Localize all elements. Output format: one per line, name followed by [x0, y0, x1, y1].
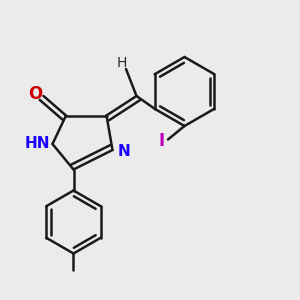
Text: O: O [28, 85, 42, 103]
Text: I: I [159, 132, 165, 150]
Text: H: H [116, 56, 127, 70]
Text: N: N [118, 144, 130, 159]
Text: HN: HN [24, 136, 50, 151]
